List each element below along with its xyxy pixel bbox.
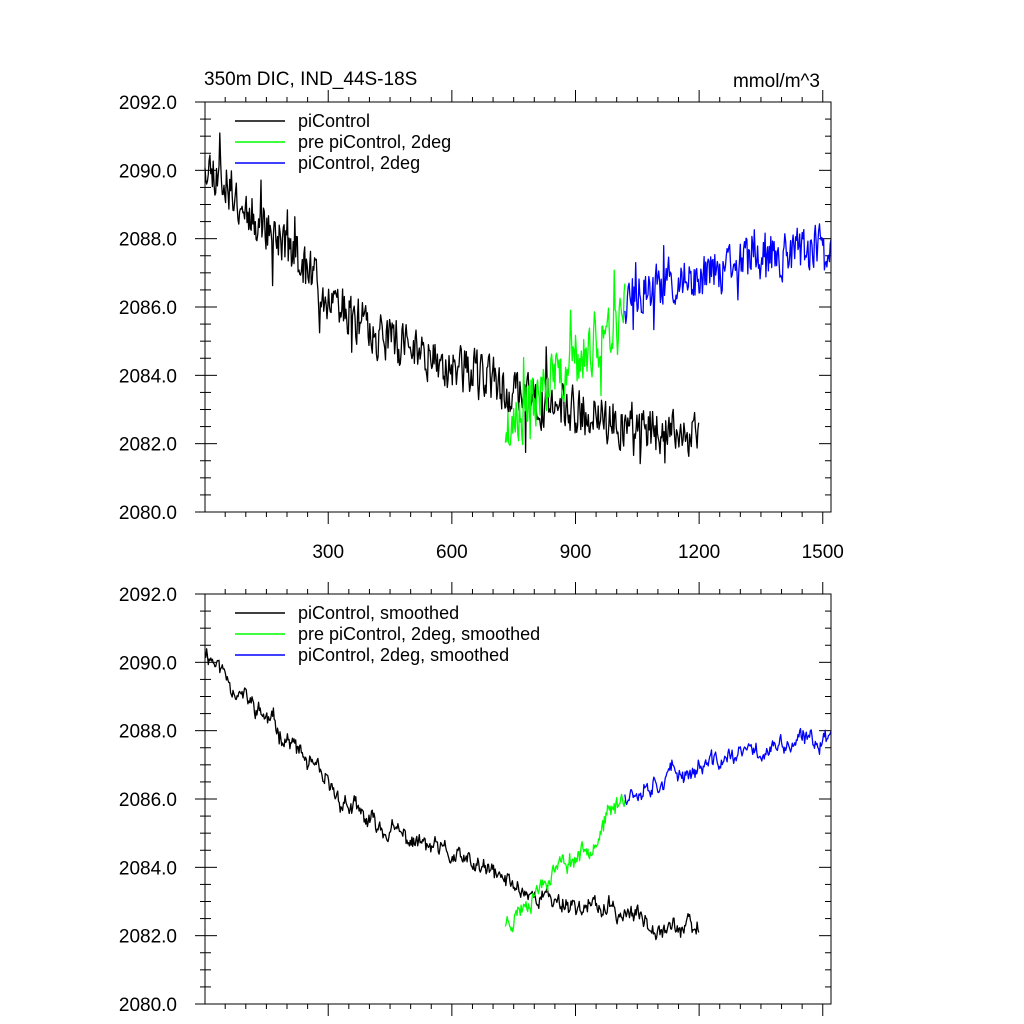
series-line-picontrol-smoothed [204, 648, 700, 941]
bottom-panel-frame [204, 593, 832, 1005]
top-panel: 350m DIC, IND_44S-18S mmol/m^3 2080.0208… [119, 69, 844, 563]
y-tick-label: 2086.0 [119, 298, 177, 319]
x-tick-label: 900 [560, 542, 592, 563]
bottom-panel: 2080.0 2082.0 2084.0 2086.0 2088.0 2090.0 2092… [119, 582, 832, 1016]
y-tick-label: 2088.0 [119, 722, 177, 743]
series-line-picontrol [204, 132, 700, 465]
top-panel-plot [204, 132, 832, 465]
series-line-picontrol-2deg-smoothed [624, 727, 832, 806]
series-line-picontrol-2deg [624, 223, 832, 331]
x-tick-label: 600 [436, 542, 468, 563]
top-panel-axes: 2080.0 2082.0 2084.0 2086.0 2088.0 2090.0 2092… [119, 90, 844, 563]
y-tick-label: 2086.0 [119, 790, 177, 811]
units-label: mmol/m^3 [733, 71, 820, 92]
y-tick-label: 2088.0 [119, 230, 177, 251]
y-tick-label: 2080.0 [119, 503, 177, 524]
y-tick-label: 2084.0 [119, 366, 177, 387]
top-panel-frame [204, 101, 832, 513]
y-tick-label: 2082.0 [119, 927, 177, 948]
y-tick-label: 2090.0 [119, 161, 177, 182]
legend-label: piControl, 2deg, smoothed [298, 645, 509, 665]
series-line-pre-picontrol-2deg [504, 269, 626, 446]
y-tick-label: 2084.0 [119, 858, 177, 879]
bottom-panel-plot [204, 648, 832, 941]
legend-label: piControl, 2deg [298, 153, 420, 173]
x-tick-label: 300 [312, 542, 344, 563]
y-tick-label: 2080.0 [119, 995, 177, 1016]
x-tick-label: 1500 [802, 542, 844, 563]
y-tick-label: 2092.0 [119, 93, 177, 114]
y-tick-label: 2082.0 [119, 435, 177, 456]
panel-title-left: 350m DIC, IND_44S-18S [204, 69, 417, 90]
y-tick-label: 2092.0 [119, 585, 177, 606]
legend-label: piControl, smoothed [298, 603, 459, 623]
legend-label: pre piControl, 2deg [298, 132, 451, 152]
series-line-pre-picontrol-2deg-smoothed [504, 793, 626, 933]
bottom-panel-axes: 2080.0 2082.0 2084.0 2086.0 2088.0 2090.0 2092… [119, 582, 831, 1016]
legend-label: piControl [298, 111, 370, 131]
x-tick-label: 1200 [678, 542, 720, 563]
y-tick-label: 2090.0 [119, 653, 177, 674]
legend-label: pre piControl, 2deg, smoothed [298, 624, 540, 644]
